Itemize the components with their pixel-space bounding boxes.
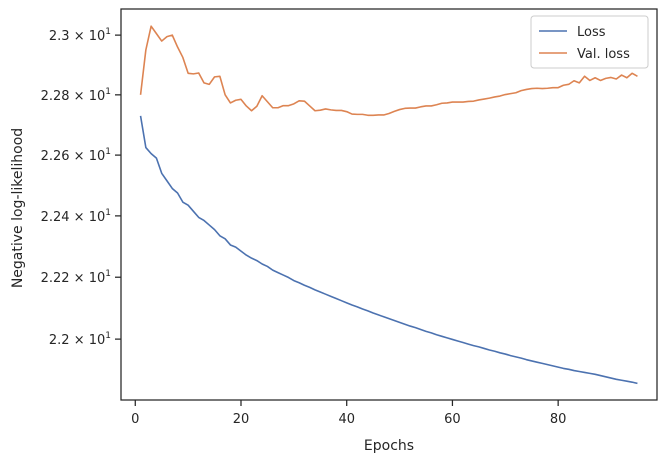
- x-tick-label: 80: [550, 412, 567, 427]
- plot-area: [120, 8, 658, 401]
- x-axis-ticks: 0 20 40 60 80: [131, 400, 566, 427]
- y-tick-label: 2.24 × 101: [41, 208, 111, 225]
- series-lines: [139, 25, 638, 385]
- plot-frame: [120, 8, 658, 401]
- y-tick-label: 2.3 × 101: [49, 27, 111, 44]
- series-line-loss: [139, 115, 638, 385]
- series-line-val-loss: [139, 25, 638, 117]
- y-tick-label: 2.28 × 101: [41, 87, 111, 104]
- y-axis-label: Negative log-likelihood: [10, 128, 26, 288]
- x-tick-label: 0: [131, 412, 139, 427]
- x-tick-label: 40: [338, 412, 355, 427]
- x-tick-label: 60: [444, 412, 461, 427]
- y-axis-ticks: 2.2 × 101 2.22 × 101 2.24 × 101 2.26 × 101 2…: [41, 27, 121, 348]
- y-tick-label: 2.26 × 101: [41, 147, 111, 164]
- y-tick-label: 2.2 × 101: [49, 331, 111, 348]
- x-axis-label: Epochs: [364, 438, 414, 454]
- y-tick-label: 2.22 × 101: [41, 269, 111, 286]
- legend-box: [530, 15, 649, 69]
- legend-label: Loss: [577, 25, 606, 40]
- legend-label: Val. loss: [577, 47, 630, 62]
- legend: Loss Val. loss: [530, 15, 649, 69]
- x-tick-label: 20: [233, 412, 250, 427]
